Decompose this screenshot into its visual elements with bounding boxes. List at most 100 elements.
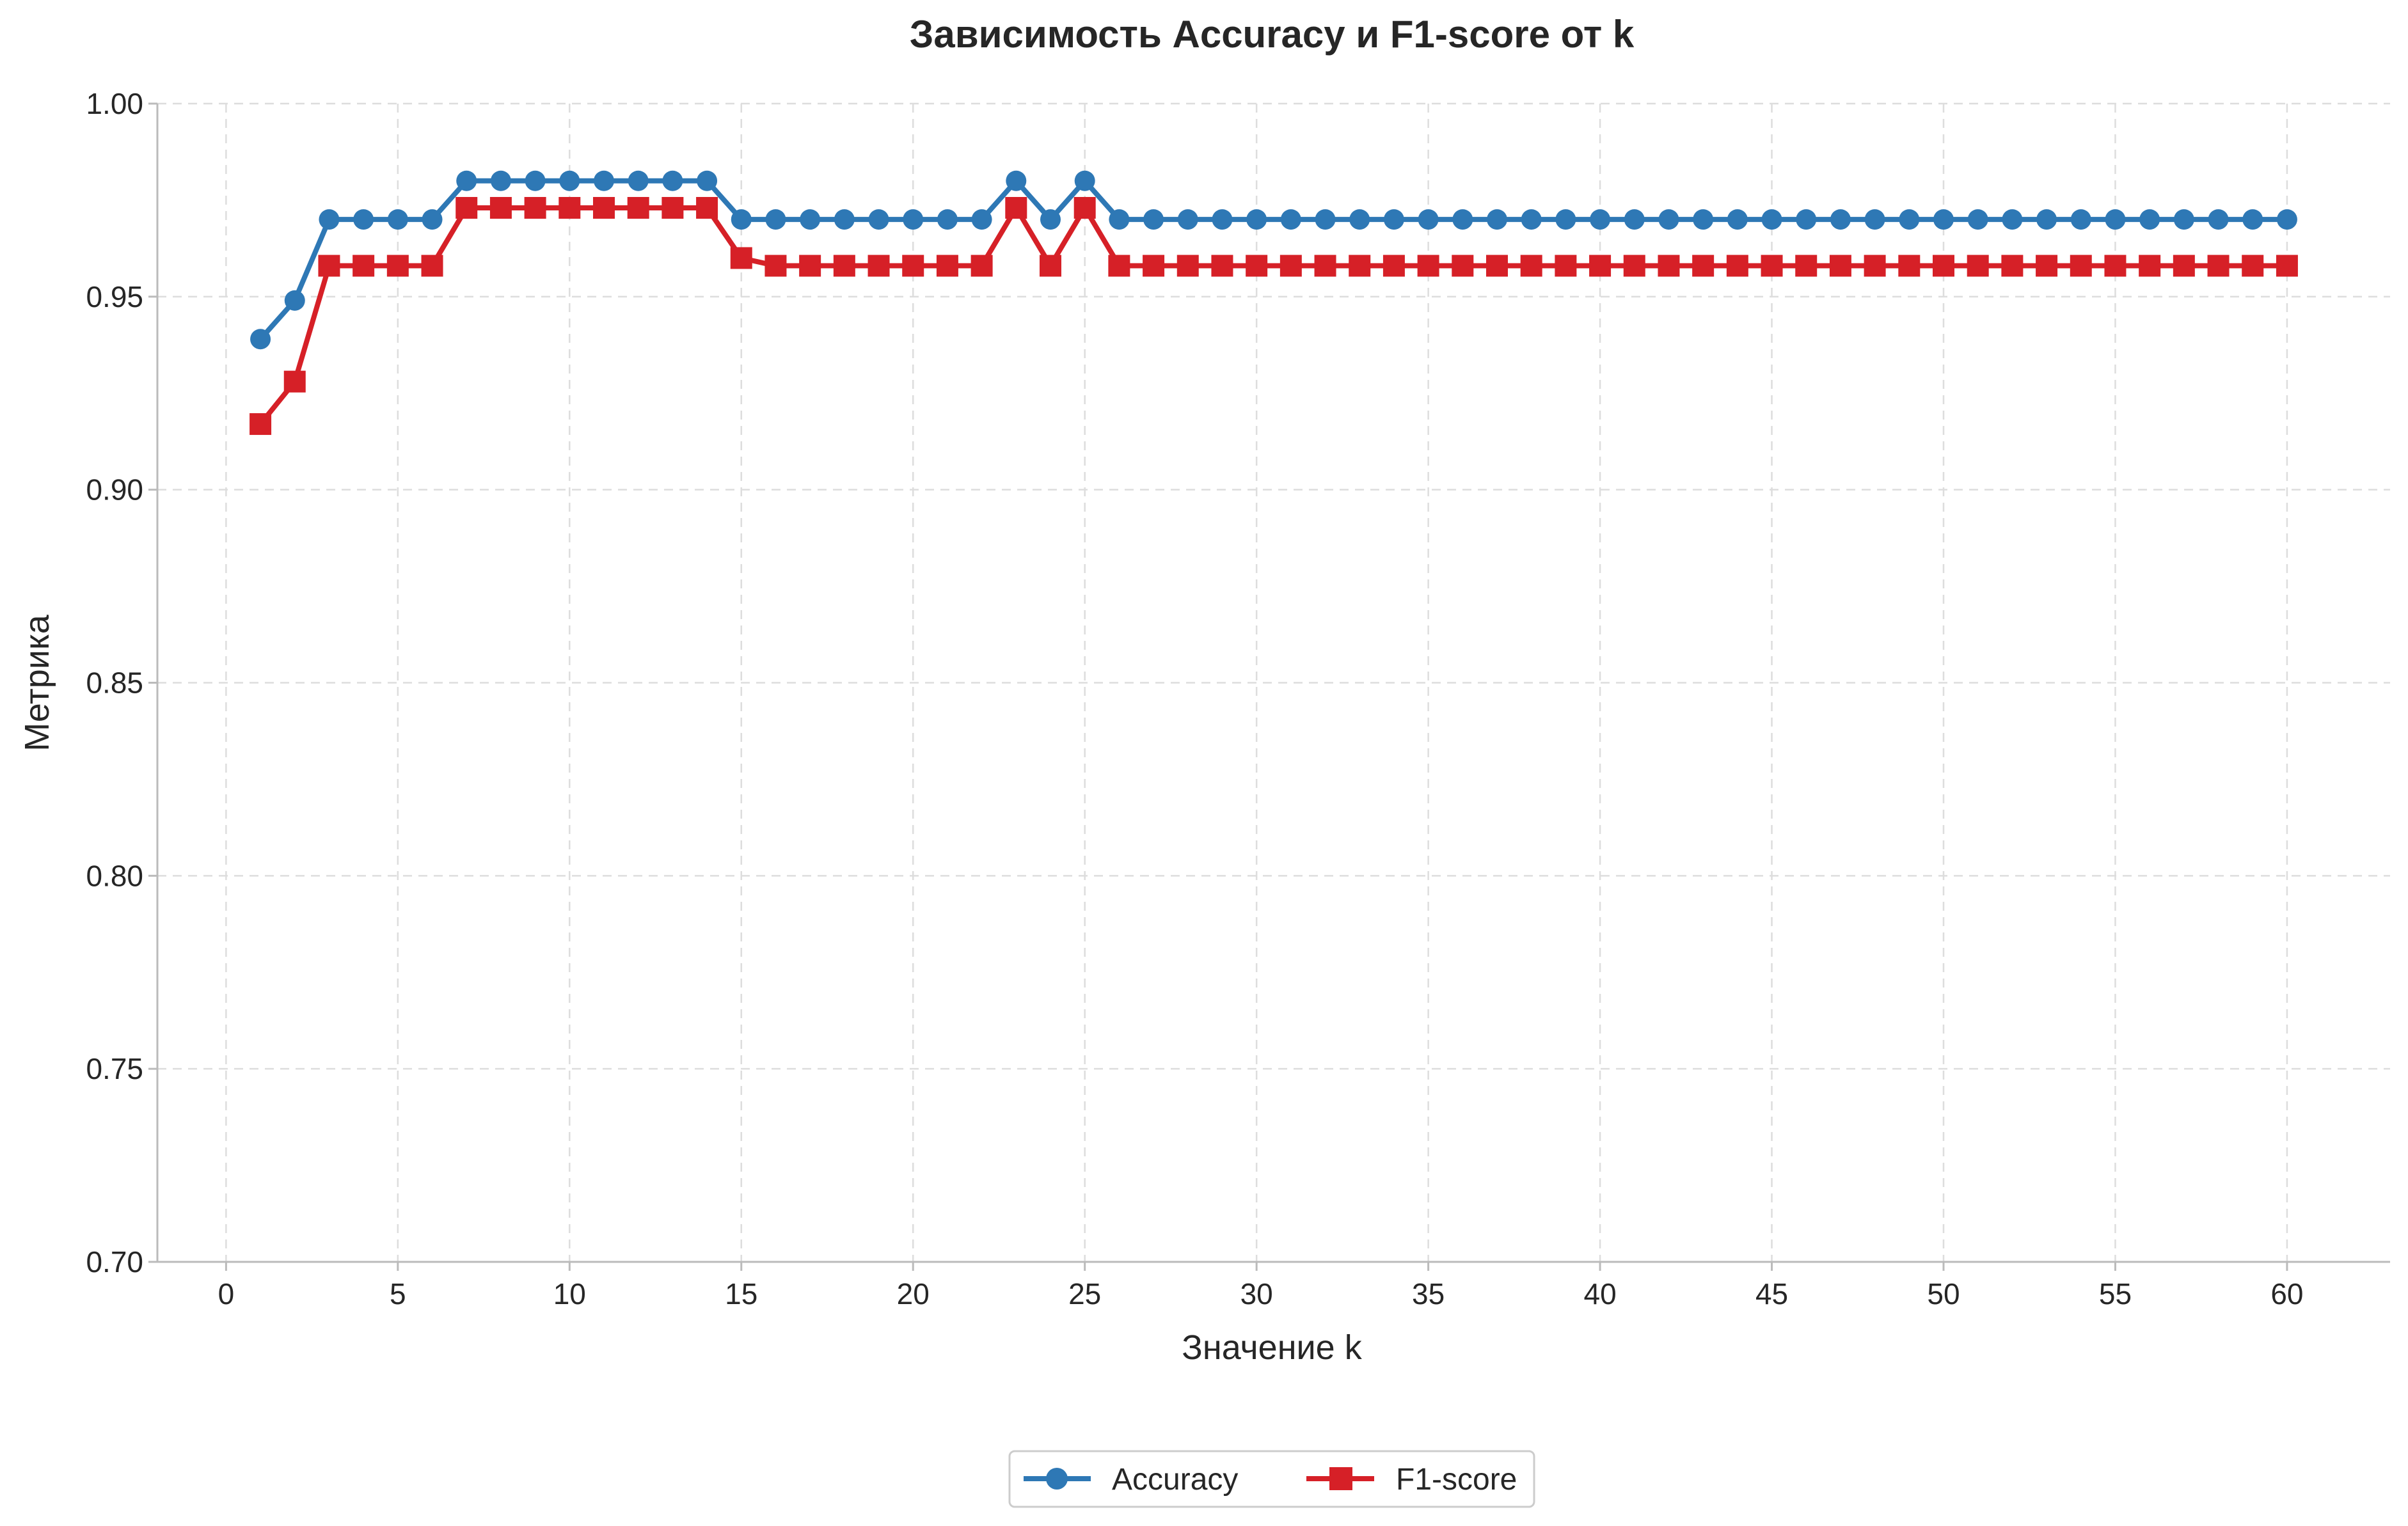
data-point-f1-score	[833, 255, 855, 277]
x-tick-label: 30	[1240, 1277, 1273, 1310]
data-point-accuracy	[490, 170, 511, 191]
data-point-f1-score	[799, 255, 821, 277]
data-point-accuracy	[903, 209, 924, 230]
data-point-accuracy	[559, 170, 580, 191]
data-point-f1-score	[1692, 255, 1715, 277]
data-point-accuracy	[1487, 209, 1507, 230]
data-point-f1-score	[421, 255, 443, 277]
data-point-accuracy	[1693, 209, 1714, 230]
data-point-f1-score	[1040, 255, 1061, 277]
data-point-accuracy	[765, 209, 786, 230]
data-point-accuracy	[456, 170, 477, 191]
y-tick-label: 0.95	[86, 280, 143, 313]
data-point-accuracy	[1006, 170, 1027, 191]
series-accuracy	[250, 170, 2297, 350]
data-point-f1-score	[661, 196, 684, 219]
x-tick-label: 40	[1583, 1277, 1616, 1310]
data-point-f1-score	[558, 196, 581, 219]
data-point-f1-score	[1589, 255, 1612, 277]
data-point-f1-score	[970, 255, 993, 277]
x-tick-label: 50	[1927, 1277, 1960, 1310]
data-point-f1-score	[524, 196, 546, 219]
data-point-accuracy	[1246, 209, 1267, 230]
x-tick-label: 10	[553, 1277, 586, 1310]
data-point-f1-score	[2139, 255, 2161, 277]
data-point-f1-score	[936, 255, 958, 277]
data-point-accuracy	[2242, 209, 2263, 230]
data-point-f1-score	[1933, 255, 1954, 277]
data-point-accuracy	[525, 170, 546, 191]
data-point-accuracy	[971, 209, 992, 230]
y-tick-label: 0.85	[86, 666, 143, 700]
data-point-accuracy	[1383, 209, 1404, 230]
data-point-f1-score	[386, 255, 409, 277]
data-point-f1-score	[1211, 255, 1233, 277]
data-point-f1-score	[1555, 255, 1577, 277]
data-point-accuracy	[1830, 209, 1851, 230]
data-point-f1-score	[730, 247, 752, 269]
data-point-accuracy	[800, 209, 821, 230]
data-point-f1-score	[318, 255, 340, 277]
data-point-accuracy	[834, 209, 855, 230]
data-point-f1-score	[352, 255, 375, 277]
data-point-accuracy	[1899, 209, 1920, 230]
legend-item-accuracy: Accuracy	[1024, 1463, 1238, 1497]
data-point-f1-score	[2070, 255, 2092, 277]
data-point-accuracy	[1590, 209, 1611, 230]
data-point-accuracy	[387, 209, 408, 230]
data-point-accuracy	[868, 209, 889, 230]
data-point-accuracy	[284, 290, 305, 311]
data-point-accuracy	[2105, 209, 2126, 230]
data-point-f1-score	[2104, 255, 2127, 277]
data-point-f1-score	[489, 196, 512, 219]
legend-item-f1-score: F1-score	[1306, 1463, 1517, 1497]
data-point-f1-score	[696, 196, 718, 219]
data-point-accuracy	[1727, 209, 1748, 230]
legend-label-f1-score: F1-score	[1396, 1463, 1517, 1497]
data-point-accuracy	[594, 170, 614, 191]
grid-layer	[157, 102, 2390, 1263]
data-point-accuracy	[1967, 209, 1988, 230]
data-point-f1-score	[1005, 196, 1027, 219]
data-point-f1-score	[2173, 255, 2195, 277]
data-point-f1-score	[250, 413, 272, 436]
series-line-f1-score	[258, 205, 2287, 426]
data-point-f1-score	[1108, 255, 1130, 277]
data-point-accuracy	[2002, 209, 2023, 230]
series-f1-score	[250, 196, 2298, 436]
legend-frame	[1008, 1450, 1535, 1508]
data-point-accuracy	[1280, 209, 1301, 230]
data-point-f1-score	[1314, 255, 1336, 277]
data-point-accuracy	[1315, 209, 1336, 230]
data-point-f1-score	[1279, 255, 1302, 277]
x-tick-label: 20	[897, 1277, 930, 1310]
data-point-f1-score	[1176, 255, 1199, 277]
data-point-accuracy	[1109, 209, 1130, 230]
legend-marker-f1-score	[1329, 1467, 1352, 1490]
x-tick-label: 60	[2270, 1277, 2303, 1310]
x-tick-label: 45	[1755, 1277, 1788, 1310]
x-axis-label: Значение k	[1182, 1328, 1362, 1367]
x-tick-label: 25	[1068, 1277, 1101, 1310]
data-point-accuracy	[1040, 209, 1061, 230]
data-point-accuracy	[1074, 170, 1095, 191]
y-axis-label: Метрика	[18, 614, 56, 751]
data-point-f1-score	[1452, 255, 1474, 277]
data-point-f1-score	[627, 196, 649, 219]
data-point-accuracy	[2208, 209, 2229, 230]
data-point-f1-score	[1486, 255, 1508, 277]
data-point-accuracy	[1521, 209, 1542, 230]
data-point-accuracy	[2173, 209, 2194, 230]
y-tick-label: 1.00	[86, 87, 143, 120]
data-point-f1-score	[1898, 255, 1921, 277]
x-tick-label: 0	[218, 1277, 235, 1310]
data-point-f1-score	[1967, 255, 1989, 277]
data-point-f1-score	[1864, 255, 1886, 277]
data-point-accuracy	[2139, 209, 2160, 230]
x-tick-label: 55	[2099, 1277, 2132, 1310]
legend-marker-accuracy	[1046, 1468, 1068, 1490]
data-point-accuracy	[1624, 209, 1645, 230]
data-point-accuracy	[2070, 209, 2091, 230]
